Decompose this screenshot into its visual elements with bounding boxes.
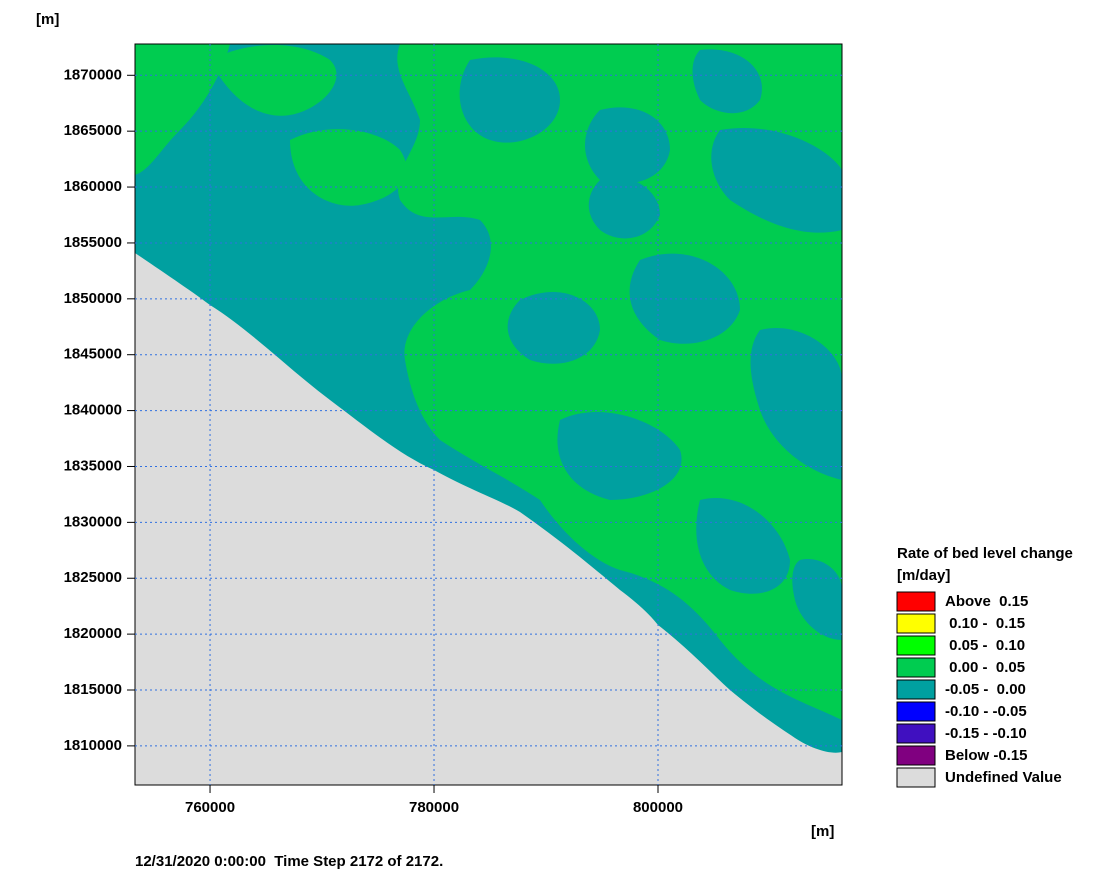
y-tick-label: 1865000 (64, 122, 122, 139)
legend-label: Undefined Value (945, 769, 1062, 786)
legend-label: -0.05 - 0.00 (945, 681, 1026, 698)
legend-label: 0.10 - 0.15 (945, 615, 1025, 632)
map-field (135, 44, 842, 785)
legend-swatch (896, 745, 936, 766)
y-tick-label: 1850000 (64, 290, 122, 307)
legend-label: 0.00 - 0.05 (945, 659, 1025, 676)
legend-label: Below -0.15 (945, 747, 1028, 764)
footer: 12/31/2020 0:00:00 Time Step 2172 of 217… (135, 853, 443, 870)
x-unit: [m] (811, 823, 834, 840)
plot-frame (134, 43, 843, 786)
legend-title: Rate of bed level change (897, 545, 1073, 562)
legend-label: 0.05 - 0.10 (945, 637, 1025, 654)
legend-swatch (896, 723, 936, 744)
y-tick-label: 1855000 (64, 234, 122, 251)
legend-label: -0.10 - -0.05 (945, 703, 1027, 720)
land (135, 253, 842, 785)
legend-swatch (896, 767, 936, 788)
legend-label: Above 0.15 (945, 593, 1028, 610)
y-tick-label: 1840000 (64, 402, 122, 419)
legend-swatch (896, 701, 936, 722)
legend-swatch (896, 591, 936, 612)
y-tick-label: 1845000 (64, 346, 122, 363)
x-tick-label: 800000 (633, 799, 683, 816)
legend-swatch (896, 635, 936, 656)
x-tick-label: 780000 (409, 799, 459, 816)
x-tick-label: 760000 (185, 799, 235, 816)
y-tick-label: 1820000 (64, 625, 122, 642)
y-tick-label: 1870000 (64, 66, 122, 83)
y-tick-label: 1830000 (64, 513, 122, 530)
legend-swatch (896, 679, 936, 700)
legend-label: -0.15 - -0.10 (945, 725, 1027, 742)
y-tick-label: 1860000 (64, 178, 122, 195)
y-tick-label: 1825000 (64, 569, 122, 586)
y-tick-label: 1835000 (64, 457, 122, 474)
y-tick-label: 1815000 (64, 681, 122, 698)
legend-unit: [m/day] (897, 567, 950, 584)
y-unit: [m] (36, 11, 59, 28)
legend-swatch (896, 613, 936, 634)
y-tick-label: 1810000 (64, 737, 122, 754)
legend-swatch (896, 657, 936, 678)
